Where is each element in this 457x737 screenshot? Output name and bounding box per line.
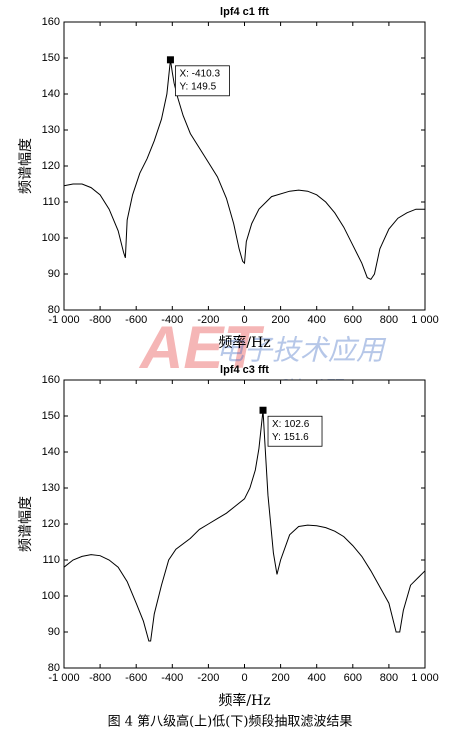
y-tick-label: 160 [42, 374, 60, 386]
y-tick-label: 80 [48, 304, 60, 316]
datatip-label: X: -410.3 [179, 68, 220, 79]
plot-area [63, 21, 426, 311]
y-tick-label: 140 [42, 88, 60, 100]
datatip-box [267, 415, 323, 447]
x-tick-label: -800 [89, 314, 111, 326]
chart: lpf4 c1 fft 80 90 100 110 120 130 140 150 160 -1 0… [18, 6, 439, 351]
x-tick-label: 400 [308, 672, 326, 684]
x-tick-label: 1 000 [411, 314, 439, 326]
x-tick-label: 200 [271, 672, 289, 684]
y-axis-label: 频谱幅度 [18, 138, 34, 194]
y-tick-label: 100 [42, 590, 60, 602]
datatip-label: Y: 151.6 [272, 432, 309, 443]
x-tick-label: 0 [241, 314, 247, 326]
y-tick-label: 110 [42, 554, 60, 566]
x-tick-label: 600 [344, 672, 362, 684]
y-axis-label: 频谱幅度 [18, 496, 34, 552]
y-tick-label: 80 [48, 662, 60, 674]
y-tick-label: 90 [48, 268, 60, 280]
x-tick-label: 800 [380, 314, 398, 326]
y-tick-label: 120 [42, 518, 60, 530]
datatip-label: Y: 149.5 [179, 81, 216, 92]
y-tick-label: 90 [48, 626, 60, 638]
line [63, 410, 426, 642]
y-tick-label: 120 [42, 160, 60, 172]
x-tick-label: 0 [241, 672, 247, 684]
caption: 图 4 第八级高(上)低(下)频段抽取滤波结果 [108, 714, 353, 730]
plot-area [63, 379, 426, 669]
x-tick-label: 600 [344, 314, 362, 326]
x-tick-label: 800 [380, 672, 398, 684]
chart: lpf4 c3 fft 80 90 100 110 120 130 140 150 160 -1 0… [18, 364, 439, 709]
x-tick-label: -400 [161, 314, 183, 326]
y-tick-label: 140 [42, 446, 60, 458]
y-tick-label: 130 [42, 482, 60, 494]
datatip-box [175, 65, 230, 97]
x-axis-label: 频率/Hz [218, 692, 270, 709]
x-tick-label: -800 [89, 672, 111, 684]
datatip-marker [166, 56, 174, 64]
x-tick-label: -200 [197, 672, 219, 684]
y-tick-label: 150 [42, 52, 60, 64]
x-tick-label: -200 [197, 314, 219, 326]
chart-title: lpf4 c1 fft [220, 6, 269, 18]
x-tick-label: -400 [161, 672, 183, 684]
watermark-logo: AET [138, 314, 264, 381]
x-tick-label: -1 000 [48, 672, 79, 684]
y-tick-label: 150 [42, 410, 60, 422]
datatip-marker [259, 406, 267, 414]
x-tick-label: -600 [125, 672, 147, 684]
chart-title: lpf4 c3 fft [220, 364, 269, 376]
x-tick-label: 200 [271, 314, 289, 326]
line [63, 59, 425, 281]
x-axis-label: 频率/Hz [218, 334, 270, 351]
y-tick-label: 130 [42, 124, 60, 136]
y-tick-label: 160 [42, 16, 60, 28]
x-tick-label: 400 [308, 314, 326, 326]
x-tick-label: -1 000 [48, 314, 79, 326]
x-tick-label: -600 [125, 314, 147, 326]
watermark-cn: 电子技术应用 [216, 334, 387, 365]
y-tick-label: 110 [42, 196, 60, 208]
datatip-label: X: 102.6 [272, 419, 310, 430]
x-tick-label: 1 000 [411, 672, 439, 684]
y-tick-label: 100 [42, 232, 60, 244]
